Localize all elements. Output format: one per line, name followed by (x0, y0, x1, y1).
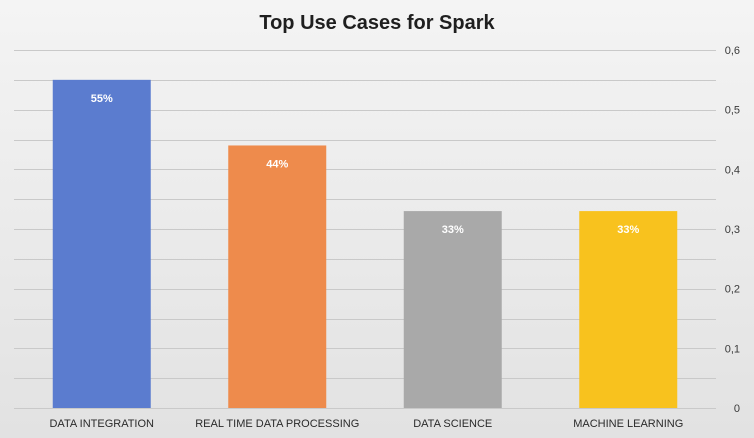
data-label: 33% (617, 224, 639, 236)
bar (228, 145, 327, 408)
x-tick-label: DATA SCIENCE (413, 418, 492, 430)
y-tick-label: 0,1 (725, 343, 740, 355)
y-tick-label: 0 (734, 403, 740, 415)
y-tick-label: 0,5 (725, 105, 740, 117)
x-tick-label: REAL TIME DATA PROCESSING (195, 418, 359, 430)
data-label: 33% (442, 224, 464, 236)
bar (403, 211, 502, 408)
data-label: 55% (91, 93, 113, 105)
x-tick-label: DATA INTEGRATION (49, 418, 154, 430)
y-tick-label: 0,2 (725, 284, 740, 296)
x-tick-label: MACHINE LEARNING (573, 418, 683, 430)
bar (579, 211, 678, 408)
bar (52, 79, 151, 408)
y-tick-label: 0,6 (725, 45, 740, 57)
data-label: 44% (266, 158, 288, 170)
chart-title: Top Use Cases for Spark (259, 12, 495, 34)
y-tick-label: 0,3 (725, 224, 740, 236)
y-tick-label: 0,4 (725, 164, 740, 176)
